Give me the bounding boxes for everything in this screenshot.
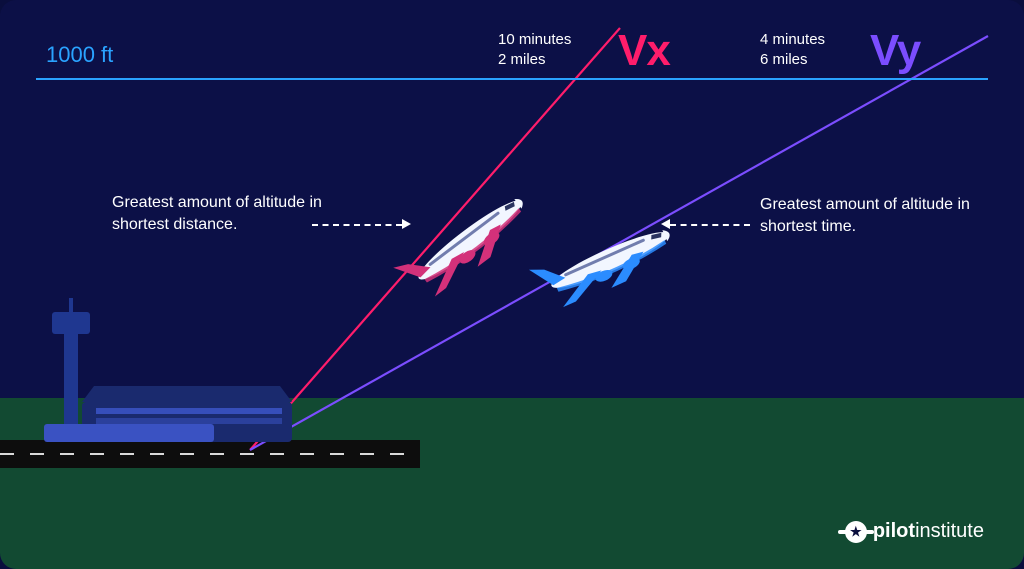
altitude-label: 1000 ft: [46, 42, 113, 68]
logo-text-thin: institute: [915, 520, 984, 542]
runway: [0, 440, 420, 468]
vx-arrowhead-icon: [402, 219, 411, 229]
diagram-canvas: 1000 ft 10 minutes 2 miles Vx 4 minutes …: [0, 0, 1024, 569]
vy-arrowhead-icon: [661, 219, 670, 229]
vx-symbol: Vx: [618, 26, 670, 76]
altitude-line: [36, 78, 988, 80]
vy-distance: 6 miles: [760, 50, 825, 70]
vy-stats: 4 minutes 6 miles: [760, 30, 825, 71]
vx-stats: 10 minutes 2 miles: [498, 30, 571, 71]
vx-distance: 2 miles: [498, 50, 571, 70]
vx-time: 10 minutes: [498, 30, 571, 50]
vy-arrow-dash: [670, 224, 750, 226]
ground-region: [0, 398, 1024, 569]
brand-logo: ★ pilotinstitute: [845, 520, 984, 543]
vy-symbol: Vy: [870, 26, 920, 76]
vx-arrow-dash: [312, 224, 402, 226]
logo-badge-icon: ★: [845, 521, 867, 543]
vy-description: Greatest amount of altitude in shortest …: [760, 194, 1010, 239]
logo-text-bold: pilot: [873, 520, 915, 542]
vx-description: Greatest amount of altitude in shortest …: [112, 192, 362, 237]
vy-time: 4 minutes: [760, 30, 825, 50]
logo-star-icon: ★: [850, 524, 862, 540]
